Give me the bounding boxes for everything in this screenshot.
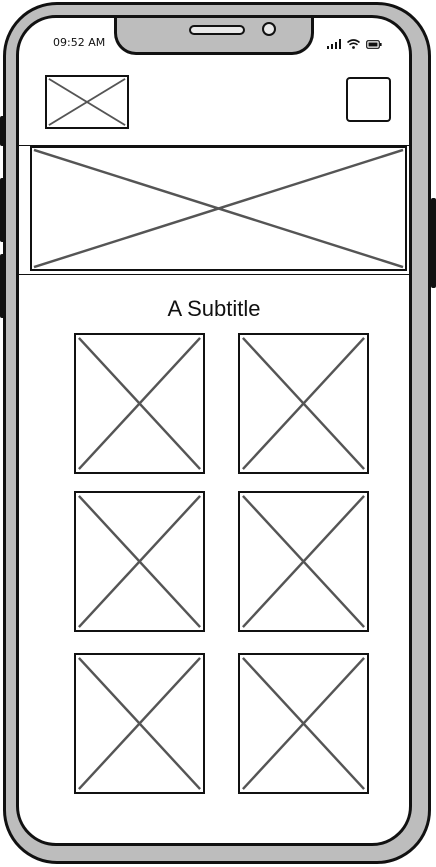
- grid-image-placeholder[interactable]: [74, 491, 205, 632]
- signal-icon: [327, 39, 341, 49]
- front-camera: [262, 22, 276, 36]
- grid-image-placeholder[interactable]: [74, 653, 205, 794]
- notch: [114, 18, 314, 55]
- grid-image-placeholder[interactable]: [238, 333, 369, 474]
- image-placeholder-icon: [78, 495, 201, 628]
- hero-image-placeholder: [30, 146, 407, 271]
- battery-icon: [366, 39, 382, 49]
- logo-image-placeholder: [45, 75, 129, 129]
- phone-screen: 09:52 AM A Subtitl: [16, 15, 412, 846]
- image-placeholder-icon: [78, 337, 201, 470]
- status-icons: [327, 37, 382, 51]
- speaker-grille: [189, 25, 245, 35]
- power-button: [431, 198, 436, 288]
- image-placeholder-icon: [33, 148, 404, 269]
- image-placeholder-icon: [242, 495, 365, 628]
- status-time: 09:52 AM: [53, 36, 106, 49]
- silent-switch: [0, 116, 5, 146]
- hero-divider: [19, 274, 409, 275]
- header-divider: [19, 145, 409, 146]
- image-placeholder-icon: [242, 337, 365, 470]
- volume-down-button: [0, 254, 5, 318]
- volume-up-button: [0, 178, 5, 242]
- grid-image-placeholder[interactable]: [74, 333, 205, 474]
- menu-button[interactable]: [346, 77, 391, 122]
- subtitle: A Subtitle: [167, 296, 261, 321]
- grid-image-placeholder[interactable]: [238, 491, 369, 632]
- image-placeholder-icon: [78, 657, 201, 790]
- image-placeholder-icon: [48, 78, 126, 126]
- wifi-icon: [347, 39, 360, 49]
- image-placeholder-icon: [242, 657, 365, 790]
- grid-image-placeholder[interactable]: [238, 653, 369, 794]
